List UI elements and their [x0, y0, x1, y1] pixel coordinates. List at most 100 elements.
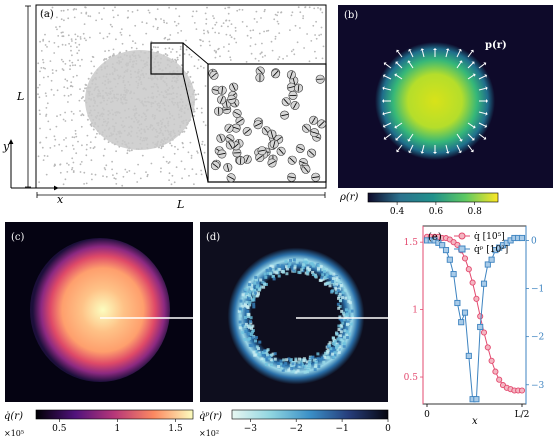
polarization-arrow — [420, 48, 425, 58]
colorbar-d-tick-label: −2 — [290, 424, 303, 434]
polarization-arrow — [478, 122, 487, 128]
panel-label-a: (a) — [40, 9, 54, 20]
left-axis-tick-label: 1 — [412, 306, 418, 316]
polarization-arrow — [382, 111, 392, 116]
polarization-arrow — [478, 111, 488, 116]
polarization-arrow — [395, 61, 403, 69]
polarization-arrow — [407, 60, 414, 69]
x-axis-tick-label: 0 — [424, 410, 430, 420]
right-axis-tick-label: −2 — [531, 333, 544, 343]
panel-a: (a) y x L L — [2, 4, 327, 211]
ring-noise — [237, 258, 354, 374]
colorbar-d-ticks: −3 −2 −1 0 — [244, 419, 391, 434]
data-point-circle — [492, 368, 499, 375]
data-point-circle — [461, 255, 469, 262]
polarization-arrow — [478, 86, 488, 91]
polarization-arrow — [456, 49, 462, 58]
polarization-arrow — [456, 133, 463, 142]
colorbar-b — [367, 192, 499, 203]
colorbar-d-multiplier: ×10² — [199, 429, 219, 438]
polarization-arrow — [383, 133, 392, 140]
density-field — [375, 42, 495, 160]
colorbar-d-label: q̇ᵖ(r) — [199, 411, 222, 422]
colorbar-b-tick-label: 0.4 — [390, 207, 405, 217]
colorbar-d-tick-label: 0 — [385, 424, 391, 434]
colorbar-c-tick-label: 1.5 — [168, 424, 183, 434]
data-point-circle — [480, 329, 488, 336]
data-point-square — [461, 309, 469, 316]
vector-field-label: p(r) — [485, 40, 507, 51]
colorbar-c-ticks: 0.5 1 1.5 — [52, 419, 183, 434]
zoom-box — [150, 42, 184, 75]
polarization-arrow — [478, 74, 487, 80]
colorbar-c-tick-label: 1 — [115, 424, 121, 434]
x-axis-label: x — [472, 416, 478, 427]
x-axis-tick-label: L/2 — [515, 410, 530, 420]
data-point-circle — [518, 387, 526, 394]
data-point-square — [488, 256, 495, 263]
line-chart: 0.5 1 1.5 0 −1 −2 −3 0 L/2 — [404, 233, 545, 420]
polarization-arrow — [467, 49, 474, 58]
colorbar-c-multiplier: ×10⁵ — [4, 429, 24, 438]
left-axis-tick-label: 0.5 — [404, 373, 419, 383]
polarization-arrow — [383, 122, 392, 128]
data-point-square — [442, 247, 450, 254]
zoom-line-bottom — [182, 73, 209, 183]
data-point-circle — [484, 344, 491, 351]
side-length-label-vertical: L — [16, 90, 24, 103]
polarization-arrow — [467, 61, 475, 69]
polarization-arrow — [408, 49, 414, 58]
data-point-square — [458, 319, 465, 326]
polarization-arrow — [467, 144, 474, 153]
right-axis-tick-label: −3 — [531, 381, 545, 391]
colorbar-c-label: q̇(r) — [4, 411, 23, 422]
legend-marker-circle — [458, 232, 466, 240]
polarization-arrow — [478, 62, 487, 69]
panel-d: (d) q̇ᵖ(r) ×10² −3 −2 −1 0 — [199, 222, 391, 438]
axis-y-label: y — [2, 140, 10, 153]
left-axis-tick-label: 1.5 — [404, 238, 419, 248]
polarization-arrow — [420, 144, 425, 154]
colorbar-d-tick-label: −1 — [335, 424, 348, 434]
polarization-arrow — [395, 133, 403, 141]
polarization-arrow — [445, 144, 450, 154]
data-point-circle — [469, 279, 476, 286]
data-point-circle — [473, 295, 480, 302]
data-point-circle — [465, 266, 472, 273]
colorbar-c — [35, 409, 194, 420]
data-point-square — [477, 323, 484, 331]
colorbar-d-tick-label: −3 — [244, 424, 258, 434]
zoom-line-top — [182, 42, 209, 65]
colorbar-b-ticks: 0.4 0.6 0.8 — [390, 202, 482, 217]
right-axis-tick-label: 0 — [531, 236, 537, 246]
polarization-arrow — [433, 48, 437, 57]
data-point-square — [480, 280, 488, 287]
colorbar-c-tick-label: 0.5 — [52, 424, 67, 434]
particle-cluster — [85, 50, 195, 150]
data-point-circle — [488, 357, 495, 364]
data-point-square — [473, 396, 480, 403]
data-point-square — [518, 234, 526, 242]
polarization-arrow — [383, 74, 392, 80]
polarization-arrow — [396, 144, 403, 153]
panel-label-c: (c) — [11, 232, 25, 243]
polarization-arrow — [479, 99, 488, 103]
polarization-arrow — [467, 122, 476, 129]
polarization-arrow — [394, 73, 403, 80]
panel-c: (c) q̇(r) ×10⁵ 0.5 1 1.5 — [4, 222, 194, 438]
polarization-arrow — [382, 99, 391, 103]
polarization-arrow — [407, 133, 414, 142]
panel-e-plot-area — [422, 225, 527, 405]
polarization-arrow — [394, 122, 403, 129]
polarization-arrow — [396, 49, 403, 58]
panel-label-e: (e) — [428, 232, 442, 243]
data-point-square — [454, 299, 461, 307]
legend-series-1: q̇ [10⁵] — [474, 232, 505, 242]
panel-label-d: (d) — [206, 232, 220, 243]
panel-b: (b) p(r) ρ(r) 0.4 0.6 0.8 — [338, 5, 553, 217]
polarization-arrow — [456, 60, 463, 69]
legend: q̇ [10⁵] q̇ᵖ [10²] — [454, 232, 508, 255]
polarization-arrow — [467, 73, 476, 80]
data-point-square — [465, 352, 472, 359]
data-point-square — [446, 256, 453, 263]
